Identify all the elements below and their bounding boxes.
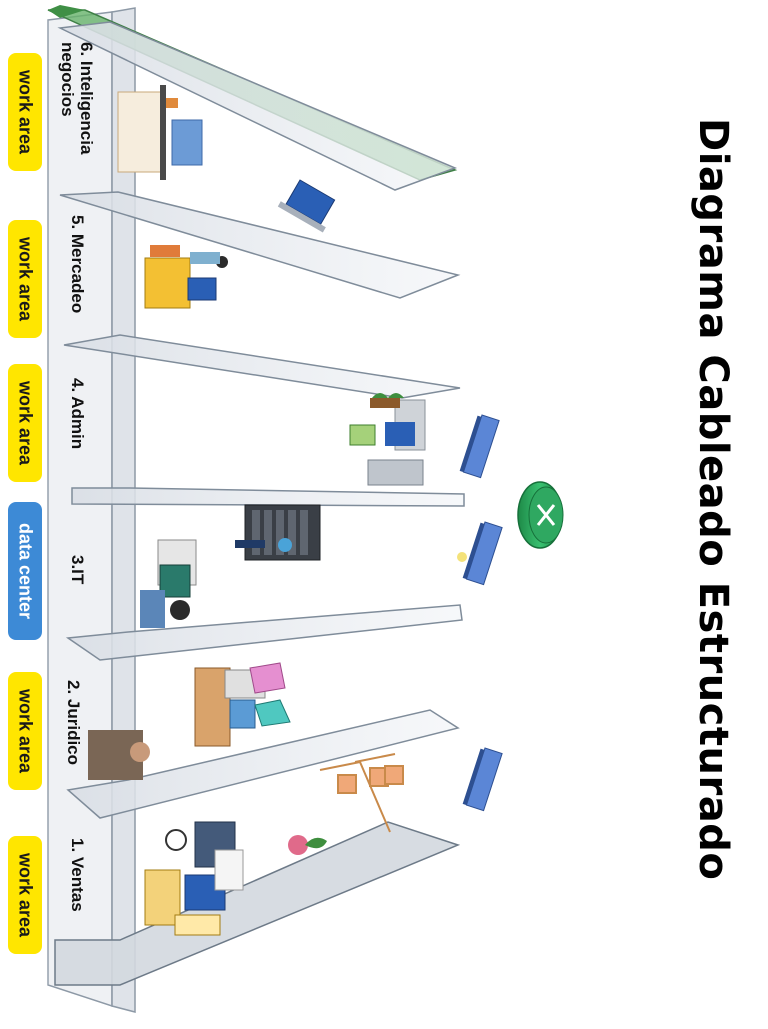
area-pill-juridico: work area <box>8 672 42 790</box>
switch-icon <box>459 414 500 479</box>
connection-dot-icon <box>457 552 467 562</box>
area-pill-ventas: work area <box>8 836 42 954</box>
floor-label-line1: 6. Inteligencia <box>77 42 96 155</box>
floor-label-it: 3.IT <box>68 555 87 585</box>
floor-label-admin: 4. Admin <box>68 378 87 450</box>
plant-and-desk-icon <box>349 393 426 486</box>
floor-label-line2: negocios <box>58 42 77 117</box>
floor-slab-1 <box>66 709 460 819</box>
area-pill-it: data center <box>8 502 42 640</box>
server-rack-icon <box>235 504 321 561</box>
chairs-icon <box>319 753 404 833</box>
floor-label-juridico: 2. Juridico <box>64 680 83 766</box>
workstation-icon <box>140 539 197 628</box>
area-pill-inteligencia: work area <box>8 53 42 171</box>
laptop-icon <box>277 179 336 233</box>
reception-desk-icon <box>144 849 244 936</box>
switch-icon <box>462 521 503 586</box>
floor-slab-4 <box>63 334 461 399</box>
desk-icon <box>117 85 203 180</box>
person-at-desk-icon <box>144 245 228 309</box>
ground-slab <box>54 821 461 986</box>
receptionist-icon <box>88 730 150 780</box>
plant-icon <box>288 835 327 855</box>
office-furniture <box>88 85 426 936</box>
floor-label-ventas: 1. Ventas <box>68 838 87 912</box>
router-icon <box>517 481 564 549</box>
floor-label-inteligencia: 6. Inteligencia negocios <box>58 42 96 154</box>
floor-slab-5 <box>59 191 461 299</box>
floor-slab-3 <box>71 487 465 507</box>
floor-slab-6 <box>57 21 458 191</box>
network-devices <box>457 414 564 812</box>
area-pill-mercadeo: work area <box>8 220 42 338</box>
floor-label-mercadeo: 5. Mercadeo <box>68 215 87 314</box>
area-pill-admin: work area <box>8 364 42 482</box>
switch-icon <box>462 747 503 812</box>
floor-slabs <box>47 5 465 986</box>
office-cabinet-icon <box>194 662 291 747</box>
diagram-title: Diagrama Cableado Estructurado <box>690 118 736 881</box>
floor-slab-2 <box>65 604 463 661</box>
